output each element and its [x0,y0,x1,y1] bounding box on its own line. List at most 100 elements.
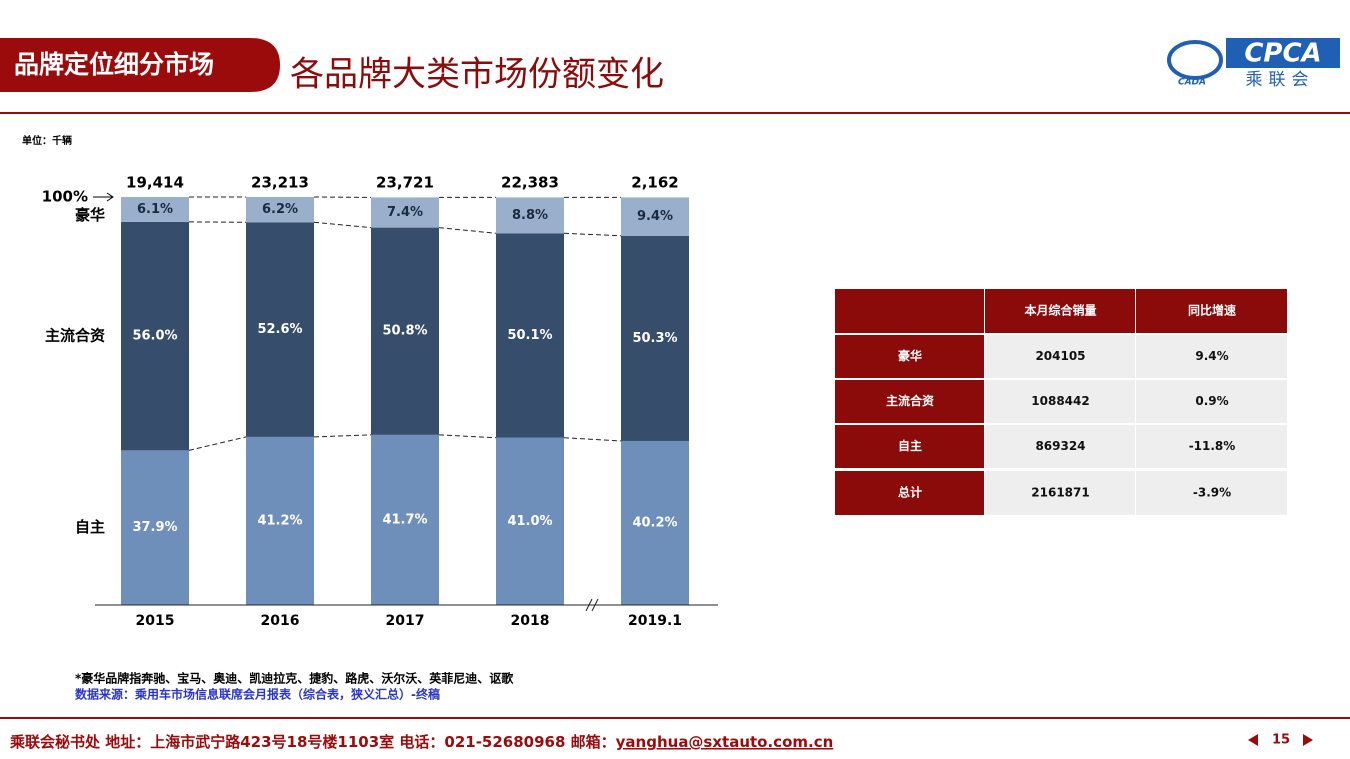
logo-ring [1167,40,1223,80]
bar-segment [246,436,314,605]
table-cell [835,335,984,378]
table-cell [985,380,1135,423]
logo-box [1226,38,1340,68]
table-text: 9.4% [1195,349,1228,363]
value-label: 50.8% [382,324,427,339]
table-text: 总计 [898,485,922,500]
chart: 37.9% 56.0% 6.1% 19,414 2015 41.2% 52.6% 6.2% 23… [42,174,718,629]
bar-segment [621,197,689,236]
total-label: 19,414 [126,174,184,192]
table-cell [985,335,1135,378]
bar-segment [621,235,689,441]
logo-cn: 乘联会 [1246,70,1315,90]
table-text: 豪华 [898,348,922,363]
table-text: 204105 [1035,349,1085,363]
tag-bg [0,38,280,92]
prev-arrow[interactable] [1248,734,1258,746]
bar-segment [246,197,314,223]
table-cell [985,425,1135,468]
series-label: 自主 [75,518,105,536]
bar-segment [371,434,439,605]
table-text: 自主 [898,438,922,453]
bar-segment [121,197,189,222]
series-label: 主流合资 [45,327,105,345]
connector [438,227,497,234]
table-text: 869324 [1035,439,1085,453]
x-tick-label: 2017 [386,613,425,629]
connector [313,221,372,229]
value-label: 41.0% [507,514,552,529]
table-text: 2161871 [1031,486,1089,500]
table-header: 同比增速 [1188,303,1236,318]
footer-address: 乘联会秘书处 地址：上海市武宁路423号18号楼1103室 电话：021-526… [9,733,616,751]
table-cell [1136,471,1287,515]
table-header: 本月综合销量 [1024,303,1096,318]
x-tick-label: 2019.1 [628,613,682,629]
footer-email[interactable]: yanghua@sxtauto.com.cn [616,733,834,751]
footer-text: 乘联会秘书处 地址：上海市武宁路423号18号楼1103室 电话：021-526… [9,733,833,751]
value-label: 40.2% [632,515,677,530]
bar-segment [621,440,689,605]
value-label: 50.1% [507,328,552,343]
note: *豪华品牌指奔驰、宝马、奥迪、凯迪拉克、捷豹、路虎、沃尔沃、英菲尼迪、讴歌 [75,671,514,686]
value-label: 6.1% [137,202,173,217]
bar-segment [371,197,439,228]
connector [313,434,372,438]
table-cell [985,289,1135,333]
x-tick-label: 2016 [261,613,300,629]
table-text: -3.9% [1193,486,1231,500]
logo-mark: CADA [1178,78,1206,88]
total-label: 23,213 [251,174,309,192]
total-label: 23,721 [376,174,434,192]
value-label: 41.7% [382,512,427,527]
value-label: 56.0% [132,329,177,344]
connector [563,437,622,442]
table-cell [1136,380,1287,423]
x-tick-label: 2015 [136,613,175,629]
tag: 品牌定位细分市场 [14,50,214,79]
table-cell [1136,425,1287,468]
bar-segment [121,450,189,605]
value-label: 7.4% [387,205,423,220]
bar-segment [496,437,564,605]
bar-segment [496,197,564,234]
table-cell [835,289,984,333]
connector [563,232,622,237]
source: 数据来源：乘用车市场信息联席会月报表（综合表，狭义汇总）-终稿 [75,687,440,702]
total-label: 22,383 [501,174,559,192]
table-text: 1088442 [1031,394,1089,408]
total-label: 2,162 [631,174,678,192]
page-number: 15 [1272,733,1290,748]
value-label: 52.6% [257,322,302,337]
bar-segment [496,233,564,438]
value-label: 9.4% [637,209,673,224]
value-label: 6.2% [262,202,298,217]
bar-segment [371,227,439,435]
table-cell [1136,335,1287,378]
table-cell [1136,289,1287,333]
table-text: 主流合资 [886,393,934,408]
table-cell [835,425,984,468]
value-label: 37.9% [132,520,177,535]
connector [438,434,497,439]
logo-name: CPCA [1244,39,1321,69]
connector [188,436,247,451]
unit: 单位：千辆 [22,134,72,147]
series-label: 豪华 [75,206,105,224]
table-text: 0.9% [1195,394,1228,408]
bar-segment [246,222,314,437]
value-label: 41.2% [257,513,302,528]
y-tick-label: 100% [42,188,88,206]
table-cell [835,380,984,423]
next-arrow[interactable] [1303,734,1313,746]
x-tick-label: 2018 [511,613,550,629]
y-tick-arrow [93,192,114,202]
table-cell [985,471,1135,515]
bar-segment [121,221,189,451]
table-text: -11.8% [1189,439,1236,453]
value-label: 50.3% [632,331,677,346]
title: 各品牌大类市场份额变化 [290,55,664,95]
